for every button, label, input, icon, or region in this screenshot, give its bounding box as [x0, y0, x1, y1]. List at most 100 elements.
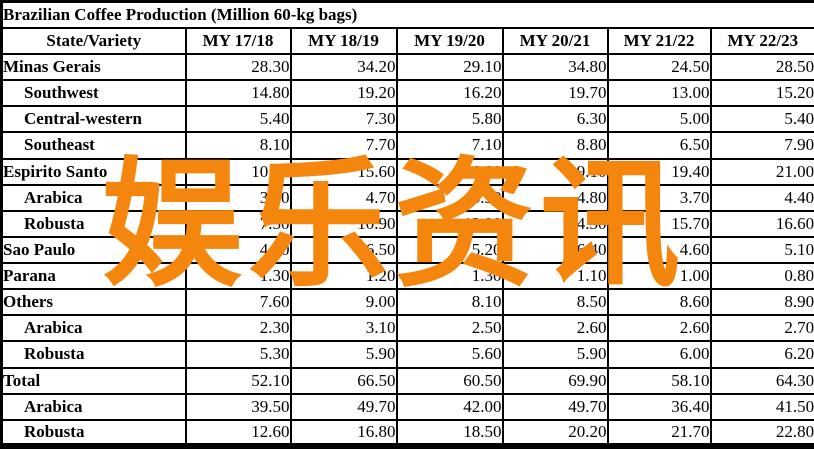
- row-label: Sao Paulo: [0, 235, 187, 265]
- row-label: Southwest: [0, 79, 187, 108]
- value-cell: 6.50: [606, 131, 712, 160]
- value-cell: 16.80: [289, 418, 398, 448]
- value-cell: 6.50: [289, 235, 398, 265]
- value-cell: 5.90: [289, 340, 398, 369]
- value-cell: 0.80: [709, 261, 814, 291]
- value-cell: 49.70: [501, 392, 609, 421]
- value-cell: 16.80: [395, 157, 504, 186]
- value-cell: 4.30: [184, 235, 292, 265]
- row-label: Robusta: [0, 418, 187, 448]
- value-cell: 20.20: [501, 418, 609, 448]
- column-header-6: MY 22/23: [709, 27, 814, 55]
- table-row: Robusta 7.30 10.90 12.90 14.30 15.70 16.60: [0, 209, 814, 238]
- value-cell: 34.80: [501, 52, 609, 82]
- table-row: Robusta 12.60 16.80 18.50 20.20 21.70 22.80: [0, 418, 814, 448]
- value-cell: 7.30: [184, 209, 292, 238]
- value-cell: 36.40: [606, 392, 712, 421]
- row-label: Minas Gerais: [0, 52, 187, 82]
- value-cell: 6.00: [606, 340, 712, 369]
- value-cell: 14.80: [184, 79, 292, 108]
- table-row: Southeast 8.10 7.70 7.10 8.80 6.50 7.90: [0, 131, 814, 160]
- column-header-3: MY 19/20: [395, 27, 504, 55]
- table-row: Others 7.60 9.00 8.10 8.50 8.60 8.90: [0, 288, 814, 317]
- table-title: Brazilian Coffee Production (Million 60-…: [0, 0, 814, 29]
- value-cell: 58.10: [606, 366, 712, 395]
- value-cell: 8.10: [184, 131, 292, 160]
- value-cell: 28.50: [709, 52, 814, 82]
- value-cell: 1.30: [184, 261, 292, 291]
- row-label: Robusta: [0, 340, 187, 369]
- table-row: Southwest 14.80 19.20 16.20 19.70 13.00 15.20: [0, 79, 814, 108]
- value-cell: 12.60: [184, 418, 292, 448]
- value-cell: 8.50: [501, 288, 609, 317]
- value-cell: 5.60: [395, 340, 504, 369]
- row-label: Arabica: [0, 392, 187, 421]
- table-row: Sao Paulo 4.30 6.50 5.20 6.40 4.60 5.10: [0, 235, 814, 265]
- value-cell: 3.90: [395, 183, 504, 212]
- value-cell: 15.60: [289, 157, 398, 186]
- value-cell: 19.40: [606, 157, 712, 186]
- value-cell: 4.60: [606, 235, 712, 265]
- column-header-0: State/Variety: [0, 27, 187, 55]
- value-cell: 52.10: [184, 366, 292, 395]
- value-cell: 24.50: [606, 52, 712, 82]
- value-cell: 64.30: [709, 366, 814, 395]
- value-cell: 1.20: [289, 261, 398, 291]
- row-label: Espirito Santo: [0, 157, 187, 186]
- value-cell: 8.60: [606, 288, 712, 317]
- row-label: Parana: [0, 261, 187, 291]
- value-cell: 15.70: [606, 209, 712, 238]
- value-cell: 14.30: [501, 209, 609, 238]
- value-cell: 19.70: [501, 79, 609, 108]
- value-cell: 19.10: [501, 157, 609, 186]
- value-cell: 16.20: [395, 79, 504, 108]
- value-cell: 5.80: [395, 105, 504, 134]
- row-label: Others: [0, 288, 187, 317]
- value-cell: 2.50: [395, 314, 504, 343]
- value-cell: 10.60: [184, 157, 292, 186]
- value-cell: 4.70: [289, 183, 398, 212]
- value-cell: 22.80: [709, 418, 814, 448]
- value-cell: 6.40: [501, 235, 609, 265]
- value-cell: 7.90: [709, 131, 814, 160]
- value-cell: 16.60: [709, 209, 814, 238]
- value-cell: 8.90: [709, 288, 814, 317]
- value-cell: 2.60: [501, 314, 609, 343]
- value-cell: 6.30: [501, 105, 609, 134]
- value-cell: 4.40: [709, 183, 814, 212]
- value-cell: 4.80: [501, 183, 609, 212]
- value-cell: 1.10: [501, 261, 609, 291]
- row-label: Total: [0, 366, 187, 395]
- table-row: Parana 1.30 1.20 1.30 1.10 1.00 0.80: [0, 261, 814, 291]
- value-cell: 66.50: [289, 366, 398, 395]
- row-label: Arabica: [0, 314, 187, 343]
- value-cell: 7.70: [289, 131, 398, 160]
- value-cell: 5.20: [395, 235, 504, 265]
- value-cell: 42.00: [395, 392, 504, 421]
- value-cell: 29.10: [395, 52, 504, 82]
- value-cell: 3.10: [289, 314, 398, 343]
- row-label: Southeast: [0, 131, 187, 160]
- value-cell: 5.00: [606, 105, 712, 134]
- value-cell: 2.30: [184, 314, 292, 343]
- row-label: Robusta: [0, 209, 187, 238]
- value-cell: 21.70: [606, 418, 712, 448]
- value-cell: 5.40: [709, 105, 814, 134]
- value-cell: 34.20: [289, 52, 398, 82]
- value-cell: 18.50: [395, 418, 504, 448]
- value-cell: 13.00: [606, 79, 712, 108]
- value-cell: 49.70: [289, 392, 398, 421]
- table-row: Arabica 39.50 49.70 42.00 49.70 36.40 41.50: [0, 392, 814, 421]
- value-cell: 7.60: [184, 288, 292, 317]
- value-cell: 3.70: [606, 183, 712, 212]
- value-cell: 5.40: [184, 105, 292, 134]
- table-row: Central-western 5.40 7.30 5.80 6.30 5.00 5.40: [0, 105, 814, 134]
- row-label: Central-western: [0, 105, 187, 134]
- value-cell: 28.30: [184, 52, 292, 82]
- value-cell: 5.10: [709, 235, 814, 265]
- table-row: Total 52.10 66.50 60.50 69.90 58.10 64.30: [0, 366, 814, 395]
- value-cell: 5.90: [501, 340, 609, 369]
- table-row: Minas Gerais 28.30 34.20 29.10 34.80 24.50 28.…: [0, 52, 814, 82]
- value-cell: 12.90: [395, 209, 504, 238]
- table-row: Espirito Santo 10.60 15.60 16.80 19.10 19.40 2…: [0, 157, 814, 186]
